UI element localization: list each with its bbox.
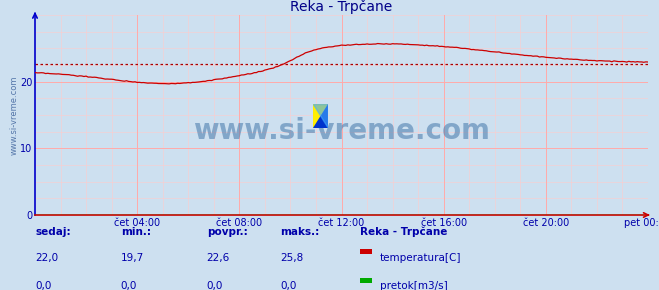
Text: temperatura[C]: temperatura[C] xyxy=(380,253,461,262)
Polygon shape xyxy=(313,104,328,128)
Text: povpr.:: povpr.: xyxy=(207,226,247,237)
Y-axis label: www.si-vreme.com: www.si-vreme.com xyxy=(9,75,18,155)
Text: 0,0: 0,0 xyxy=(35,281,51,290)
Text: Reka - Trpčane: Reka - Trpčane xyxy=(360,226,447,237)
Polygon shape xyxy=(313,104,328,128)
Bar xyxy=(360,278,372,283)
Text: www.si-vreme.com: www.si-vreme.com xyxy=(193,117,490,145)
Text: 19,7: 19,7 xyxy=(121,253,144,262)
Text: 0,0: 0,0 xyxy=(280,281,297,290)
Polygon shape xyxy=(313,104,328,128)
Text: 25,8: 25,8 xyxy=(280,253,303,262)
Text: min.:: min.: xyxy=(121,226,151,237)
Bar xyxy=(360,249,372,254)
Text: maks.:: maks.: xyxy=(280,226,320,237)
Text: pretok[m3/s]: pretok[m3/s] xyxy=(380,281,447,290)
Text: 22,6: 22,6 xyxy=(207,253,230,262)
Title: Reka - Trpčane: Reka - Trpčane xyxy=(291,0,393,14)
Text: 0,0: 0,0 xyxy=(121,281,137,290)
Text: sedaj:: sedaj: xyxy=(35,226,71,237)
Text: 22,0: 22,0 xyxy=(35,253,58,262)
Text: 0,0: 0,0 xyxy=(207,281,223,290)
